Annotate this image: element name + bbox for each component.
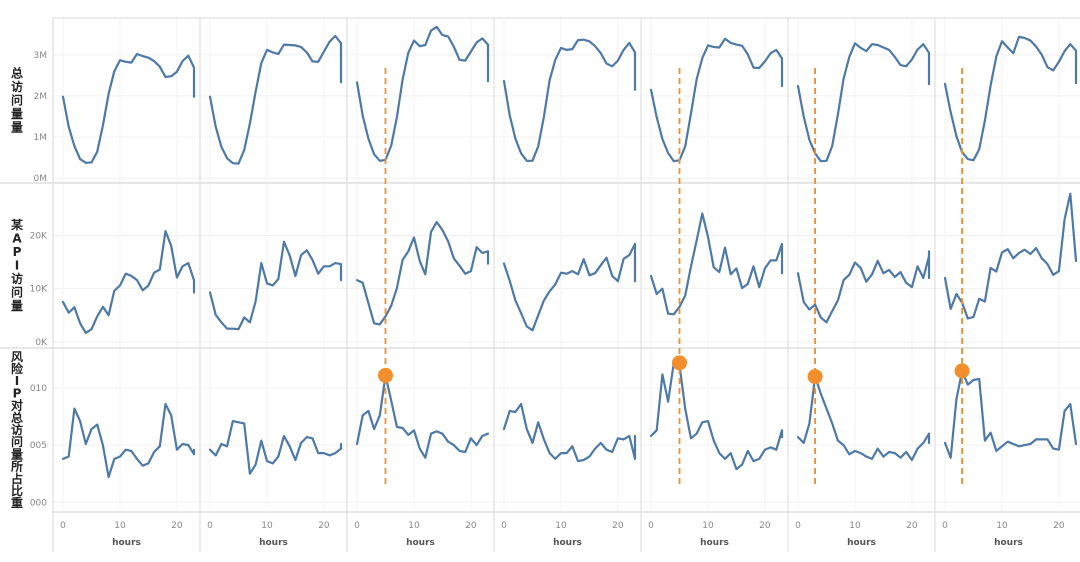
- x-axis-label: hours: [847, 538, 876, 548]
- highlight-markers: [377, 355, 970, 385]
- x-tick-label: 20: [318, 521, 330, 531]
- x-tick-label: 10: [849, 521, 861, 531]
- highlight-marker: [377, 367, 393, 383]
- series-line-row1-panel3: [355, 25, 490, 162]
- y-tick-label: 0K: [35, 338, 48, 348]
- x-tick-label: 10: [555, 521, 567, 531]
- series-line-row3-panel3: [355, 374, 490, 459]
- y-tick-label: 3M: [34, 51, 48, 61]
- highlight-marker: [954, 363, 970, 379]
- x-tick-label: 0: [207, 521, 213, 531]
- x-tick-label: 0: [795, 521, 801, 531]
- x-tick-label: 10: [702, 521, 714, 531]
- x-axis-label: hours: [700, 538, 729, 548]
- x-tick-label: 0: [501, 521, 507, 531]
- x-tick-label: 20: [612, 521, 624, 531]
- x-tick-label: 0: [942, 521, 948, 531]
- series-line-row3-panel6: [796, 375, 931, 462]
- series-line-row1-panel7: [943, 35, 1078, 162]
- x-axis-label: hours: [553, 538, 582, 548]
- x-tick-label: 10: [408, 521, 420, 531]
- series-line-row1-panel4: [502, 38, 637, 162]
- series-line-row2-panel1: [61, 230, 196, 334]
- series-line-row2-panel2: [208, 240, 343, 331]
- x-tick-label: 10: [261, 521, 273, 531]
- x-tick-label: 0: [648, 521, 654, 531]
- x-tick-label: 20: [465, 521, 477, 531]
- series-line-row2-panel4: [502, 242, 637, 332]
- row-label: 总访问量量: [11, 66, 23, 135]
- x-tick-label: 10: [114, 521, 126, 531]
- series-line-row1-panel6: [796, 42, 931, 163]
- series-lines: [61, 25, 1078, 479]
- series-line-row3-panel4: [502, 402, 637, 463]
- series-line-row2-panel3: [355, 220, 490, 326]
- row-label: 某 A P I 访问量: [11, 217, 24, 313]
- y-tick-label: 20K: [30, 231, 48, 241]
- y-tick-label: 005: [30, 441, 47, 451]
- row-label: 风险 I P 对总访问量所占比重: [11, 350, 24, 510]
- y-tick-label: 010: [30, 384, 47, 394]
- x-tick-label: 20: [906, 521, 918, 531]
- series-line-row2-panel7: [943, 192, 1078, 320]
- series-line-row2-panel5: [649, 212, 784, 316]
- reference-lines: [384, 68, 963, 488]
- highlight-marker: [671, 355, 687, 371]
- y-tick-label: 10K: [30, 285, 48, 295]
- series-line-row1-panel1: [61, 52, 196, 164]
- y-tick-label: 1M: [34, 133, 48, 143]
- x-axis-label: hours: [994, 538, 1023, 548]
- highlight-marker: [807, 369, 823, 385]
- y-tick-label: 0M: [34, 174, 48, 184]
- series-line-row3-panel2: [208, 420, 343, 475]
- x-tick-label: 0: [354, 521, 360, 531]
- x-tick-label: 20: [171, 521, 183, 531]
- x-tick-label: 20: [759, 521, 771, 531]
- series-line-row3-panel5: [649, 361, 784, 471]
- x-tick-label: 0: [60, 521, 66, 531]
- y-tick-label: 000: [30, 498, 47, 508]
- series-line-row2-panel6: [796, 250, 931, 324]
- x-tick-label: 20: [1053, 521, 1065, 531]
- series-line-row3-panel7: [943, 369, 1078, 459]
- series-line-row1-panel5: [649, 37, 784, 163]
- panel-frames: [0, 17, 1080, 552]
- y-tick-label: 2M: [34, 92, 48, 102]
- grid-layer: [53, 18, 1080, 512]
- x-tick-label: 10: [996, 521, 1008, 531]
- x-axis-label: hours: [259, 538, 288, 548]
- series-line-row1-panel2: [208, 34, 343, 165]
- x-axis-label: hours: [406, 538, 435, 548]
- series-line-row3-panel1: [61, 402, 196, 479]
- x-axis-label: hours: [112, 538, 141, 548]
